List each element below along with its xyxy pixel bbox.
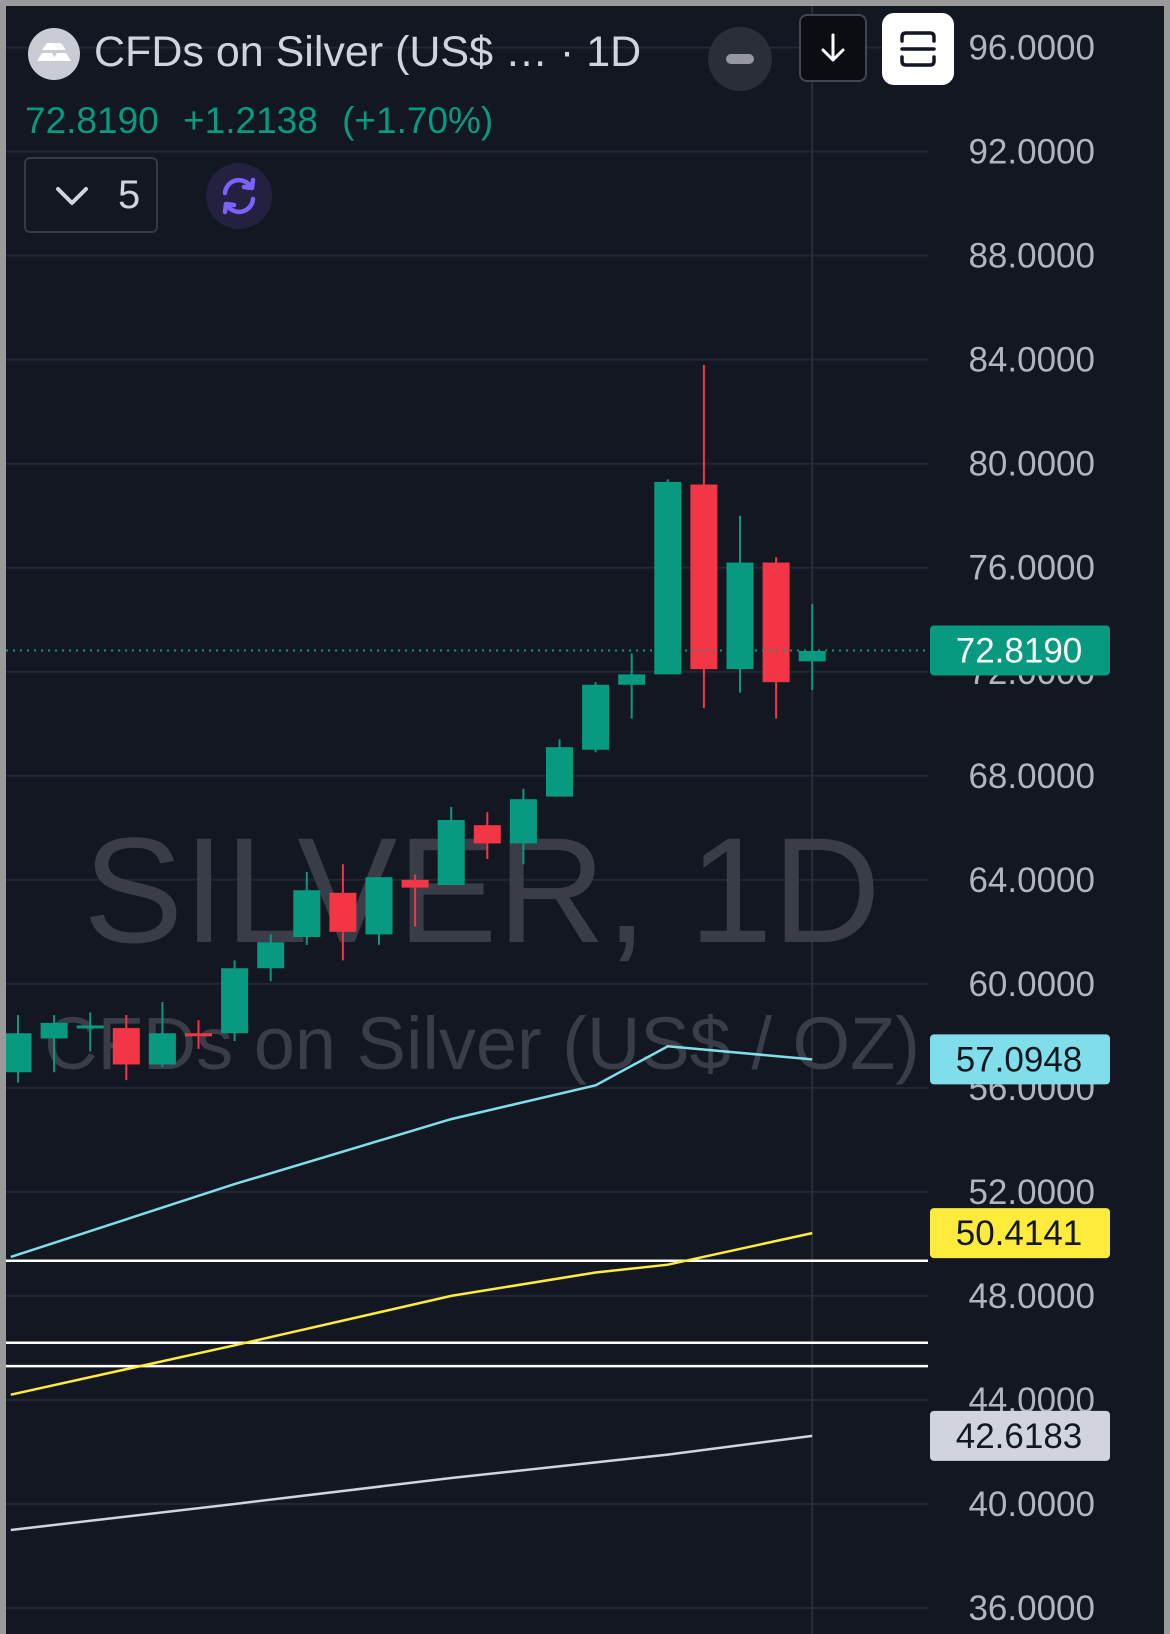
candle-body [582, 684, 610, 750]
minus-button[interactable] [708, 27, 772, 91]
candle-body [762, 562, 790, 683]
candle-body [293, 890, 321, 938]
price-tick-label: 60.0000 [968, 965, 1095, 1004]
candle-body [401, 879, 429, 888]
chevron-down-icon [56, 187, 88, 205]
candle-body [473, 825, 501, 844]
price-axis[interactable]: 96.0000 92.0000 88.0000 84.0000 80.0000 76.00… [928, 6, 1164, 1634]
price-tick-label: 40.0000 [968, 1485, 1095, 1524]
candle-body [690, 484, 718, 670]
candle-body [112, 1028, 140, 1065]
candle-body [509, 799, 537, 844]
candle-body [437, 820, 465, 886]
candle-body [221, 968, 249, 1034]
price-tick-label: 68.0000 [968, 757, 1095, 796]
grid [6, 6, 928, 1634]
moving-averages [10, 1045, 813, 1532]
silver-bars-icon [28, 28, 80, 80]
candle-body [185, 1033, 212, 1037]
candles [6, 364, 826, 1083]
price-badge-label: 42.6183 [956, 1417, 1083, 1456]
moving-average-line [10, 1434, 813, 1532]
candle-body [654, 481, 682, 675]
price-tick-label: 88.0000 [968, 237, 1095, 276]
moving-average-line [10, 1045, 813, 1259]
candle-body [40, 1022, 68, 1039]
candle-body [618, 674, 646, 685]
price-badge [930, 1208, 1110, 1259]
watermark-description: CFDs on Silver (US$ / OZ) [44, 1002, 920, 1085]
price-badge-label: 57.0948 [956, 1040, 1083, 1079]
last-price: 72.8190 [25, 100, 159, 141]
candle-body [76, 1025, 104, 1029]
price-tick-label: 76.0000 [968, 549, 1095, 588]
candle-body [365, 877, 393, 935]
price-badge-label: 50.4141 [956, 1214, 1083, 1253]
price-badge-label: 72.8190 [956, 631, 1083, 670]
symbol-title[interactable]: CFDs on Silver (US$ … · 1D [94, 28, 642, 76]
candle-body [726, 562, 754, 670]
indicator-count: 5 [118, 173, 141, 217]
price-tick-label: 48.0000 [968, 1277, 1095, 1316]
chart-frame: SILVER, 1D CFDs on Silver (US$ / OZ) 96.… [6, 6, 1164, 1634]
price-axis-background [928, 6, 1164, 1634]
price-tick-label: 84.0000 [968, 341, 1095, 380]
candle-body [6, 1033, 32, 1073]
moving-average-line [10, 1231, 813, 1396]
price-tick-label: 80.0000 [968, 445, 1095, 484]
price-tick-label: 64.0000 [968, 861, 1095, 900]
indicators-toggle-button[interactable]: 5 [24, 157, 158, 233]
candle-body [798, 650, 826, 662]
price-badge [930, 1034, 1110, 1085]
arrow-down-button[interactable] [799, 14, 867, 82]
price-badge [930, 1410, 1110, 1461]
price-change: +1.2138 [183, 100, 318, 141]
candle-body [329, 892, 357, 932]
sync-button[interactable] [206, 163, 272, 229]
expand-icon [900, 31, 936, 67]
horizontal-levels[interactable] [6, 1259, 928, 1368]
sync-icon [222, 177, 256, 215]
price-tick-label: 36.0000 [968, 1589, 1095, 1628]
candle-body [257, 942, 285, 969]
expand-button[interactable] [882, 13, 954, 85]
price-change-percent: (+1.70%) [342, 100, 494, 141]
candle-body [148, 1033, 176, 1065]
price-badges: 72.8190 57.0948 50.4141 42.6183 [930, 625, 1110, 1461]
price-tick-label: 92.0000 [968, 133, 1095, 172]
arrow-down-icon [821, 33, 845, 62]
price-chart[interactable]: SILVER, 1D CFDs on Silver (US$ / OZ) 96.… [6, 6, 1164, 1634]
price-badge [930, 625, 1110, 676]
price-summary: 72.8190 +1.2138 (+1.70%) [25, 100, 507, 142]
price-tick-label: 96.0000 [968, 29, 1095, 68]
candle-body [546, 747, 573, 797]
price-tick-label: 52.0000 [968, 1173, 1095, 1212]
